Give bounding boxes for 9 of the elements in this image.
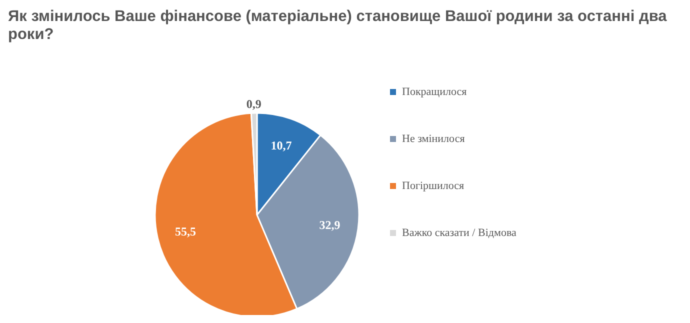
data-label: 55,5 [174,224,196,239]
legend-label: Погіршилося [402,180,464,192]
legend-label: Покращилося [402,86,467,98]
data-label: 10,7 [270,138,292,153]
legend-label: Важко сказати / Відмова [402,227,516,239]
data-label: 32,9 [319,218,340,232]
legend-label: Не змінилося [402,133,465,145]
chart-title: Як змінилось Ваше фінансове (матеріальне) становище Вашої родини за останні два роки? [8,8,668,45]
data-label: 0,9 [246,97,262,112]
